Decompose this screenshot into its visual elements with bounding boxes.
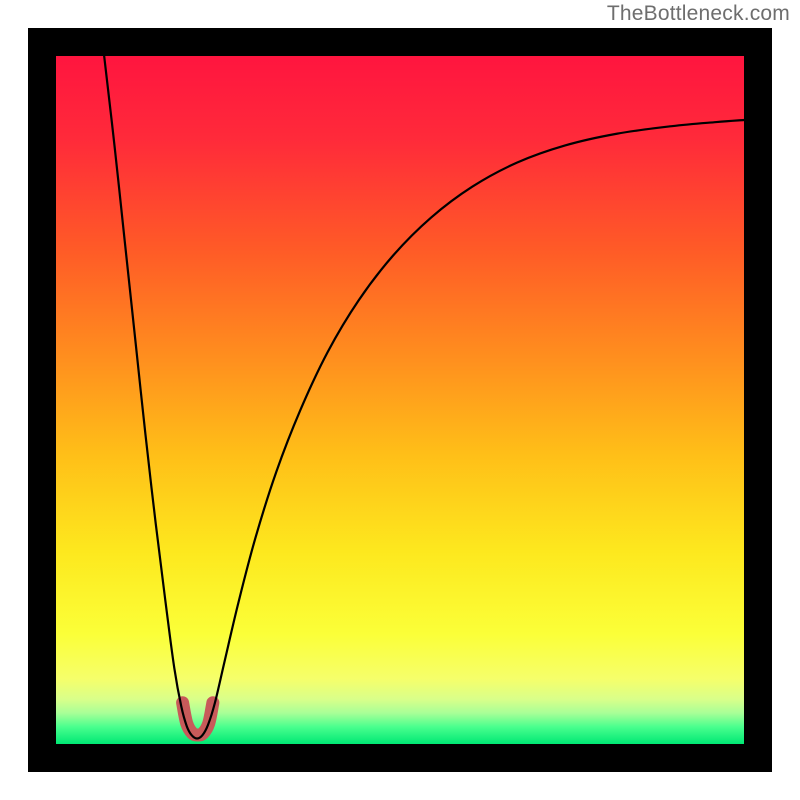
stage: TheBottleneck.com: [0, 0, 800, 800]
plot-svg: [56, 56, 744, 744]
frame-border-right: [744, 28, 772, 772]
gradient-background: [56, 56, 744, 744]
frame-border-top: [28, 28, 772, 56]
frame-border-left: [28, 28, 56, 772]
watermark-text: TheBottleneck.com: [607, 2, 790, 26]
frame-border-bottom: [28, 744, 772, 772]
plot-frame: [28, 28, 772, 772]
plot-area: [56, 56, 744, 744]
